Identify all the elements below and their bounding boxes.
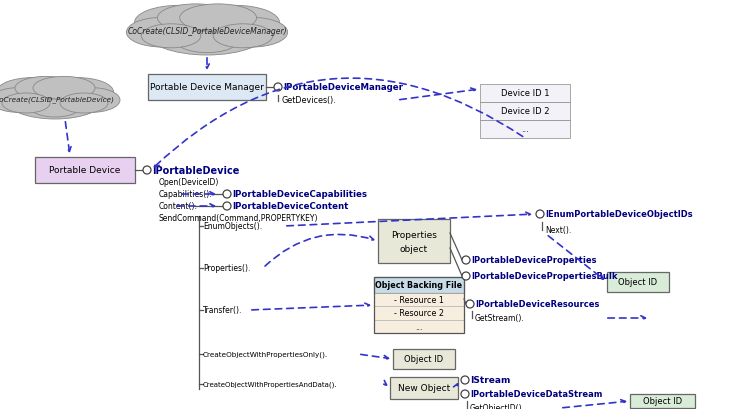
Text: GetDevices().: GetDevices().: [282, 96, 337, 105]
Text: Open(DeviceID): Open(DeviceID): [159, 178, 219, 187]
Ellipse shape: [177, 32, 237, 54]
Text: Object ID: Object ID: [404, 355, 443, 364]
Ellipse shape: [31, 100, 79, 118]
FancyBboxPatch shape: [480, 121, 570, 139]
FancyBboxPatch shape: [607, 272, 669, 292]
Ellipse shape: [15, 77, 77, 100]
Text: IPortableDeviceProperties: IPortableDeviceProperties: [471, 256, 597, 265]
Ellipse shape: [0, 79, 68, 107]
FancyBboxPatch shape: [374, 307, 464, 320]
Text: - Resource 2: - Resource 2: [394, 309, 444, 318]
Text: IPortableDeviceManager: IPortableDeviceManager: [283, 83, 403, 92]
Text: New Object: New Object: [398, 384, 450, 393]
Ellipse shape: [180, 5, 257, 33]
Ellipse shape: [215, 18, 287, 48]
Text: ...: ...: [521, 125, 529, 134]
Text: ...: ...: [415, 322, 423, 331]
Circle shape: [466, 300, 474, 308]
Text: GetStream().: GetStream().: [475, 314, 525, 323]
Text: IStream: IStream: [470, 375, 510, 384]
FancyBboxPatch shape: [390, 377, 458, 399]
Text: IPortableDeviceContent: IPortableDeviceContent: [232, 202, 348, 211]
FancyBboxPatch shape: [378, 220, 450, 263]
FancyBboxPatch shape: [374, 293, 464, 307]
Text: CreateObjectWithPropertiesOnly().: CreateObjectWithPropertiesOnly().: [203, 351, 328, 357]
Circle shape: [461, 390, 469, 398]
Ellipse shape: [213, 25, 273, 49]
Ellipse shape: [126, 18, 198, 48]
Ellipse shape: [62, 88, 120, 113]
Circle shape: [461, 376, 469, 384]
Text: EnumObjects().: EnumObjects().: [203, 222, 262, 231]
Text: Capabilities().: Capabilities().: [159, 190, 212, 199]
Circle shape: [223, 191, 231, 198]
FancyBboxPatch shape: [35, 157, 135, 184]
Text: IPortableDevice: IPortableDevice: [152, 166, 240, 175]
Ellipse shape: [145, 8, 269, 56]
Ellipse shape: [141, 25, 201, 49]
FancyBboxPatch shape: [480, 85, 570, 103]
Text: GetObjectID().: GetObjectID().: [470, 404, 525, 409]
Ellipse shape: [5, 80, 105, 120]
FancyBboxPatch shape: [148, 75, 266, 101]
Text: object: object: [400, 245, 428, 254]
Text: CoCreate(CLSID_PortableDeviceManager): CoCreate(CLSID_PortableDeviceManager): [127, 27, 287, 36]
Ellipse shape: [135, 6, 223, 41]
Ellipse shape: [157, 5, 234, 33]
FancyBboxPatch shape: [480, 103, 570, 121]
Circle shape: [143, 166, 151, 175]
FancyBboxPatch shape: [374, 277, 464, 293]
Text: IPortableDeviceResources: IPortableDeviceResources: [475, 300, 599, 309]
Text: Portable Device Manager: Portable Device Manager: [150, 83, 264, 92]
Text: SendCommand(Command,PROPERTYKEY): SendCommand(Command,PROPERTYKEY): [159, 214, 318, 223]
Text: Portable Device: Portable Device: [49, 166, 121, 175]
Ellipse shape: [60, 94, 108, 114]
Text: Properties().: Properties().: [203, 264, 251, 273]
Text: Object ID: Object ID: [618, 278, 658, 287]
Text: Transfer().: Transfer().: [203, 306, 243, 315]
Text: IEnumPortableDeviceObjectIDs: IEnumPortableDeviceObjectIDs: [545, 210, 692, 219]
Text: CreateObjectWithPropertiesAndData().: CreateObjectWithPropertiesAndData().: [203, 381, 337, 387]
Text: CoCreate(CLSID_PortableDevice): CoCreate(CLSID_PortableDevice): [0, 97, 115, 103]
Text: Next().: Next().: [545, 226, 571, 235]
Ellipse shape: [190, 6, 279, 41]
Text: Object Backing File: Object Backing File: [376, 281, 462, 290]
Circle shape: [536, 211, 544, 218]
Text: Object ID: Object ID: [643, 397, 682, 405]
FancyBboxPatch shape: [374, 320, 464, 333]
Text: Device ID 1: Device ID 1: [501, 89, 549, 98]
Text: - Resource 1: - Resource 1: [394, 295, 444, 304]
Text: Properties: Properties: [391, 230, 437, 239]
Circle shape: [462, 256, 470, 264]
Ellipse shape: [41, 79, 113, 107]
Ellipse shape: [33, 77, 95, 100]
Ellipse shape: [0, 88, 48, 113]
Circle shape: [223, 202, 231, 211]
Text: Device ID 2: Device ID 2: [501, 107, 549, 116]
Circle shape: [274, 84, 282, 92]
Ellipse shape: [2, 94, 50, 114]
FancyBboxPatch shape: [630, 394, 695, 408]
FancyBboxPatch shape: [393, 349, 455, 369]
Text: Content().: Content().: [159, 202, 198, 211]
Circle shape: [462, 272, 470, 280]
Text: IPortableDevicePropertiesBulk: IPortableDevicePropertiesBulk: [471, 272, 617, 281]
Text: IPortableDeviceCapabilities: IPortableDeviceCapabilities: [232, 190, 367, 199]
Text: IPortableDeviceDataStream: IPortableDeviceDataStream: [470, 389, 603, 398]
